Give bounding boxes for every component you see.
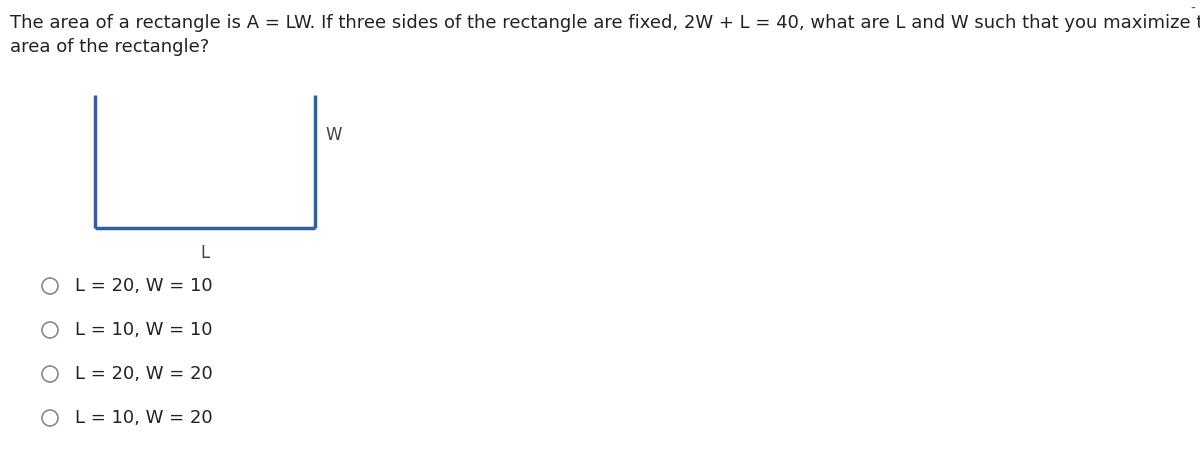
- Text: The area of a rectangle is A = LW. If three sides of the rectangle are fixed, 2W: The area of a rectangle is A = LW. If th…: [10, 14, 1200, 32]
- Text: W: W: [325, 126, 342, 144]
- Text: L: L: [200, 244, 210, 262]
- Text: L = 20, W = 20: L = 20, W = 20: [74, 365, 212, 383]
- Text: L = 20, W = 10: L = 20, W = 10: [74, 277, 212, 295]
- Text: L = 10, W = 20: L = 10, W = 20: [74, 409, 212, 427]
- Text: L = 10, W = 10: L = 10, W = 10: [74, 321, 212, 339]
- Text: area of the rectangle?: area of the rectangle?: [10, 38, 209, 56]
- Text: -: -: [1190, 2, 1195, 16]
